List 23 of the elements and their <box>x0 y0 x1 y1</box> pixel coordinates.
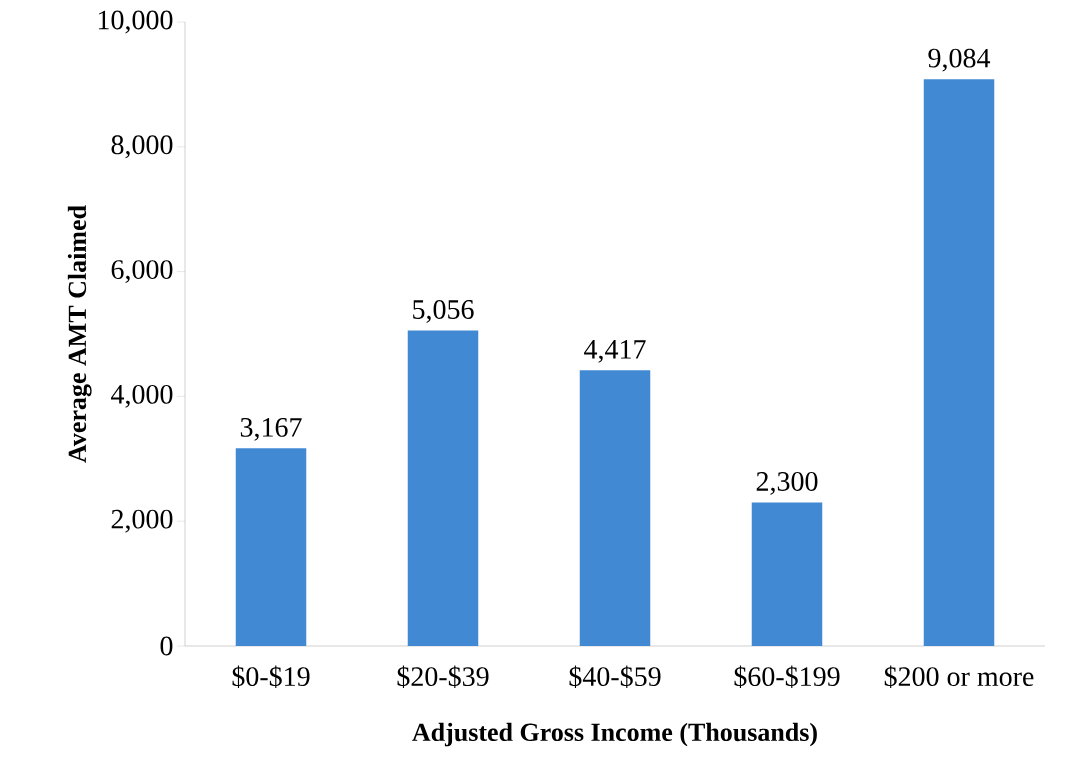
data-label: 2,300 <box>756 472 818 495</box>
x-axis-title: Adjusted Gross Income (Thousands) <box>412 722 817 747</box>
x-tick-label: $20-$39 <box>397 665 489 688</box>
bar <box>579 370 651 646</box>
bar <box>235 448 307 646</box>
data-label: 3,167 <box>240 417 302 441</box>
x-tick-label: $40-$59 <box>569 665 661 688</box>
data-label: 9,084 <box>928 48 991 72</box>
bar <box>923 79 995 646</box>
data-label: 4,417 <box>584 340 646 363</box>
y-tick-label: 4,000 <box>111 384 173 408</box>
y-tick-label: 10,000 <box>98 10 173 34</box>
bar <box>751 502 823 646</box>
y-tick-label: 8,000 <box>111 135 173 159</box>
y-tick-label: 2,000 <box>111 509 173 533</box>
bar <box>407 330 479 646</box>
x-tick-label: $0-$19 <box>232 665 310 688</box>
data-label: 5,056 <box>413 300 474 323</box>
x-tick-label: $60-$199 <box>734 665 840 688</box>
y-axis-title: Average AMT Claimed <box>67 205 92 463</box>
y-tick-label: 6,000 <box>111 260 173 284</box>
y-tick-label: 0 <box>160 636 173 656</box>
x-tick-label: $200 or more <box>884 665 1034 688</box>
